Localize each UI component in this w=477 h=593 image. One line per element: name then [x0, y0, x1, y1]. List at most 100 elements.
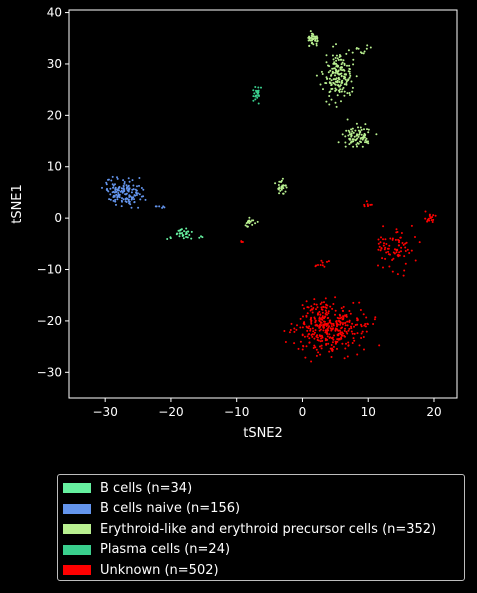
scatter-point [282, 192, 285, 195]
scatter-point [129, 195, 132, 198]
scatter-point [359, 309, 362, 311]
scatter-point [424, 210, 427, 213]
scatter-point [118, 196, 121, 199]
scatter-point [319, 303, 322, 305]
scatter-point [121, 191, 124, 194]
scatter-point [133, 198, 135, 201]
scatter-point [344, 327, 346, 330]
scatter-point [313, 303, 316, 306]
scatter-point [327, 260, 330, 263]
scatter-point [318, 334, 321, 337]
scatter-point [281, 177, 284, 180]
scatter-point [358, 133, 361, 136]
scatter-point [314, 329, 317, 332]
scatter-point [336, 333, 339, 336]
legend-swatch [63, 524, 91, 535]
scatter-point [128, 180, 131, 183]
scatter-point [320, 259, 323, 262]
scatter-point [351, 332, 354, 335]
scatter-point [299, 317, 302, 320]
scatter-point [349, 133, 351, 136]
scatter-point [364, 141, 366, 144]
scatter-point [339, 317, 342, 320]
scatter-point [108, 198, 111, 201]
scatter-point [352, 301, 355, 304]
scatter-point [332, 71, 335, 74]
scatter-point [398, 239, 401, 242]
scatter-point [285, 186, 288, 189]
scatter-point [320, 334, 323, 337]
x-axis-label: tSNE2 [243, 426, 283, 441]
scatter-point [392, 257, 395, 260]
scatter-point [352, 58, 355, 61]
scatter-point [366, 128, 368, 131]
scatter-point [362, 313, 365, 316]
scatter-point [324, 337, 327, 340]
scatter-point [120, 199, 123, 202]
scatter-point [387, 250, 390, 253]
scatter-point [313, 331, 316, 334]
scatter-point [123, 181, 126, 183]
scatter-point [330, 329, 333, 332]
scatter-point [370, 203, 373, 206]
scatter-point [365, 330, 368, 333]
scatter-point [347, 78, 350, 81]
scatter-point [323, 265, 326, 268]
scatter-point [391, 270, 394, 273]
scatter-point [348, 319, 351, 322]
scatter-point [317, 313, 319, 316]
scatter-point [348, 72, 351, 75]
legend-swatch [63, 565, 91, 576]
scatter-point [331, 341, 334, 344]
scatter-point [313, 344, 316, 347]
scatter-point [396, 231, 399, 233]
scatter-point [366, 205, 369, 207]
scatter-point [361, 145, 364, 148]
scatter-point [127, 190, 130, 193]
scatter-point [410, 249, 413, 252]
scatter-point [308, 325, 311, 328]
y-axis-label: tSNE1 [10, 184, 25, 224]
scatter-point [377, 264, 379, 267]
scatter-point [320, 347, 323, 350]
scatter-point [335, 70, 338, 73]
scatter-point [330, 98, 333, 101]
scatter-point [360, 52, 363, 55]
scatter-point [313, 337, 316, 340]
scatter-point [366, 44, 369, 47]
scatter-point [112, 186, 115, 189]
scatter-point [344, 141, 347, 144]
scatter-point [310, 305, 313, 308]
scatter-point [365, 316, 368, 319]
scatter-point [364, 123, 367, 126]
scatter-point [304, 356, 307, 359]
scatter-point [359, 130, 362, 133]
scatter-point [188, 234, 191, 236]
scatter-point [112, 199, 115, 202]
scatter-point [337, 59, 340, 61]
scatter-point [312, 307, 315, 309]
scatter-point [380, 236, 382, 239]
scatter-point [319, 353, 322, 356]
scatter-point [133, 201, 136, 204]
scatter-point [325, 311, 328, 314]
scatter-point [277, 187, 280, 190]
scatter-point [185, 227, 188, 230]
scatter-point [351, 51, 354, 54]
scatter-point [343, 69, 346, 72]
scatter-point [308, 341, 311, 344]
scatter-point [363, 136, 366, 139]
scatter-point [303, 307, 305, 310]
scatter-point [352, 145, 355, 148]
scatter-point [309, 328, 312, 330]
scatter-point [349, 94, 351, 96]
scatter-point [348, 67, 351, 70]
scatter-point [393, 252, 396, 255]
scatter-point [389, 253, 391, 256]
scatter-point [348, 310, 351, 312]
scatter-point [377, 242, 380, 245]
scatter-point [337, 77, 340, 80]
scatter-point [358, 301, 361, 304]
scatter-point [338, 54, 341, 56]
scatter-point [348, 327, 351, 330]
